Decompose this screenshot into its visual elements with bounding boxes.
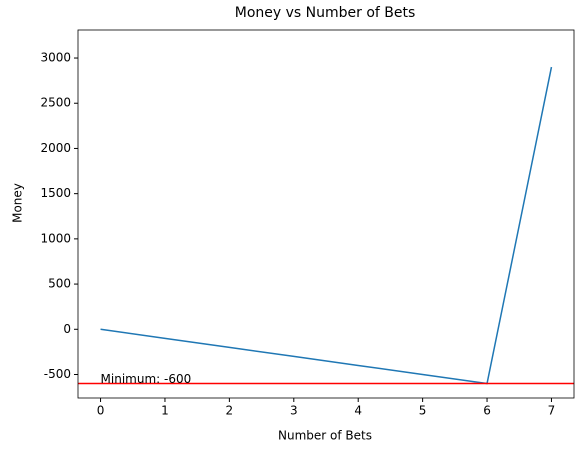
y-tick-label: 3000 — [40, 51, 71, 65]
x-tick-label: 1 — [161, 404, 169, 418]
min-annotation: Minimum: -600 — [101, 372, 192, 386]
x-tick-label: 7 — [548, 404, 556, 418]
y-tick-label: 2000 — [40, 141, 71, 155]
x-tick-label: 5 — [419, 404, 427, 418]
x-tick-label: 6 — [483, 404, 491, 418]
y-tick-label: 500 — [48, 277, 71, 291]
x-tick-label: 2 — [226, 404, 234, 418]
x-tick-label: 3 — [290, 404, 298, 418]
plot-frame — [77, 29, 575, 399]
x-axis-label: Number of Bets — [278, 429, 372, 443]
x-tick-label: 0 — [97, 404, 105, 418]
line-series — [100, 66, 553, 385]
y-tick-label: 2500 — [40, 96, 71, 110]
x-tick-label: 4 — [354, 404, 362, 418]
y-tick-label: 1000 — [40, 231, 71, 245]
chart-title: Money vs Number of Bets — [235, 5, 416, 21]
y-tick-label: -500 — [44, 367, 71, 381]
y-tick-label: 0 — [63, 322, 71, 336]
y-tick-label: 1500 — [40, 186, 71, 200]
y-axis-label: Money — [11, 183, 25, 223]
